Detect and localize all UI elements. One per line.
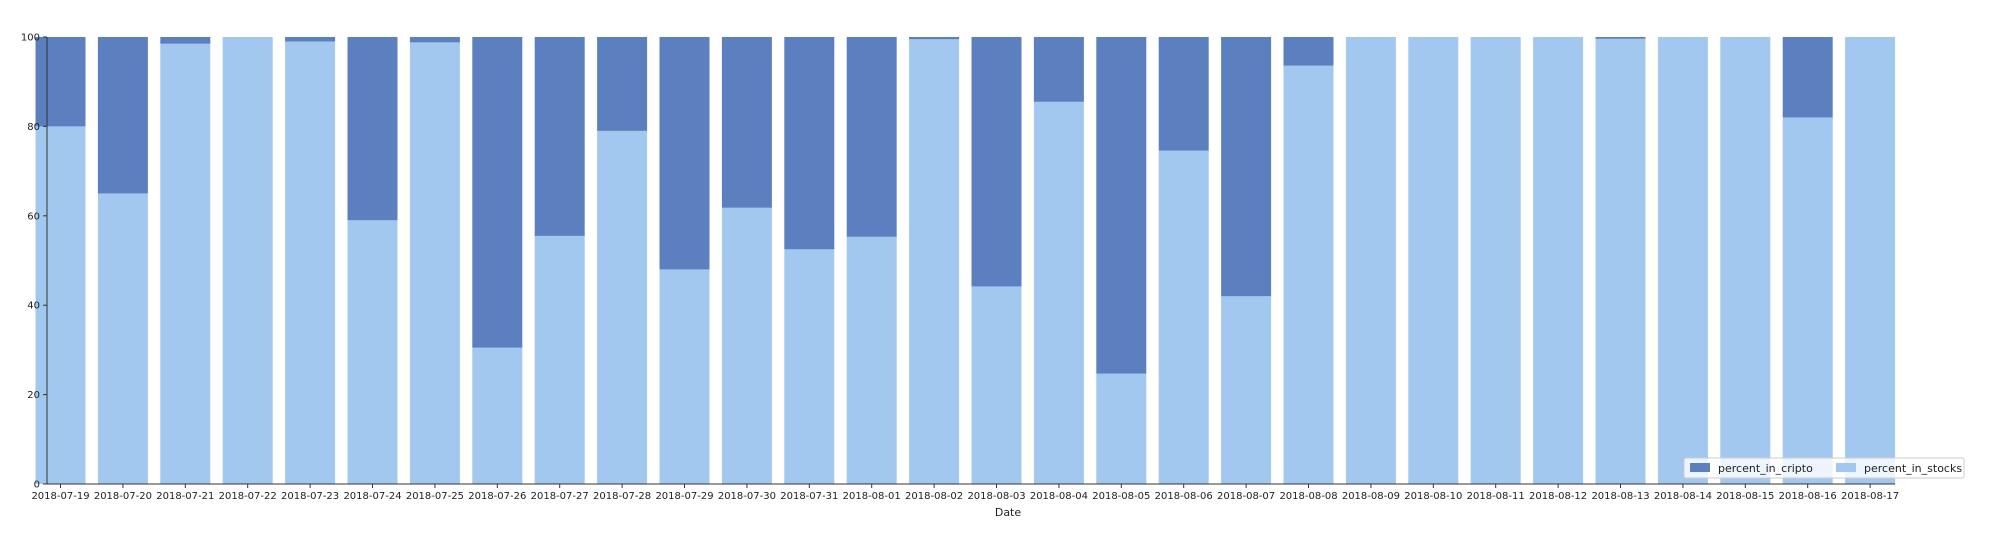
bar-stocks-2018-08-05 <box>1096 373 1147 484</box>
bar-cripto-2018-07-30 <box>721 37 772 208</box>
x-tick-label: 2018-08-14 <box>1654 491 1712 502</box>
bar-cripto-2018-07-26 <box>472 37 523 348</box>
y-tick-label: 0 <box>34 480 40 491</box>
x-tick-label: 2018-07-23 <box>281 491 339 502</box>
x-tick-label: 2018-07-20 <box>94 491 152 502</box>
x-tick-label: 2018-08-03 <box>967 491 1025 502</box>
bar-stocks-2018-07-27 <box>534 235 585 484</box>
bar-stocks-2018-08-10 <box>1408 37 1459 484</box>
bar-stocks-2018-08-14 <box>1657 37 1708 484</box>
bar-stocks-2018-08-09 <box>1345 37 1396 484</box>
y-tick-label: 100 <box>21 33 40 44</box>
bar-cripto-2018-08-07 <box>1221 37 1272 297</box>
legend-box <box>1683 457 1965 479</box>
x-tick-label: 2018-08-09 <box>1342 491 1400 502</box>
bar-cripto-2018-07-23 <box>285 37 336 42</box>
bar-cripto-2018-08-04 <box>1033 37 1084 102</box>
x-tick-label: 2018-07-21 <box>156 491 214 502</box>
x-tick-label: 2018-08-05 <box>1092 491 1150 502</box>
x-tick-label: 2018-08-08 <box>1279 491 1337 502</box>
bar-cripto-2018-08-13 <box>1595 37 1646 39</box>
bar-stocks-2018-08-15 <box>1720 37 1771 484</box>
x-tick-label: 2018-08-07 <box>1217 491 1275 502</box>
x-tick-label: 2018-07-24 <box>343 491 401 502</box>
bar-cripto-2018-08-01 <box>846 37 897 237</box>
axes-layer: 2018-07-19 2018-07-20 2018-07-21 2018-07-22… <box>21 33 1899 503</box>
bar-stocks-2018-08-11 <box>1470 37 1521 484</box>
x-tick-label: 2018-07-26 <box>468 491 526 502</box>
bar-stocks-2018-07-29 <box>659 269 710 484</box>
bar-cripto-2018-07-25 <box>409 37 460 43</box>
y-tick-label: 60 <box>27 211 40 222</box>
bar-cripto-2018-07-21 <box>160 37 211 44</box>
bar-stocks-2018-07-31 <box>784 249 835 484</box>
bar-cripto-2018-07-24 <box>347 37 398 221</box>
x-tick-label: 2018-07-25 <box>406 491 464 502</box>
bars-layer <box>35 37 1896 485</box>
bar-stocks-2018-07-21 <box>160 43 211 485</box>
bar-stocks-2018-08-07 <box>1221 296 1272 484</box>
bar-cripto-2018-08-02 <box>909 37 960 40</box>
x-tick-label: 2018-08-11 <box>1467 491 1525 502</box>
x-tick-label: 2018-08-10 <box>1404 491 1462 502</box>
bar-stocks-2018-07-26 <box>472 347 523 484</box>
bar-cripto-2018-07-31 <box>784 37 835 250</box>
x-tick-label: 2018-08-15 <box>1716 491 1774 502</box>
bar-cripto-2018-08-16 <box>1782 37 1833 118</box>
legend-label-cripto: percent_in_cripto <box>1718 462 1813 475</box>
x-tick-label: 2018-07-22 <box>219 491 277 502</box>
bar-stocks-2018-07-30 <box>721 207 772 484</box>
bar-stocks-2018-08-06 <box>1158 150 1209 484</box>
x-tick-label: 2018-07-28 <box>593 491 651 502</box>
bar-cripto-2018-07-20 <box>97 37 148 194</box>
x-tick-label: 2018-07-29 <box>655 491 713 502</box>
bar-cripto-2018-08-08 <box>1283 37 1334 66</box>
bar-stocks-2018-08-03 <box>971 286 1022 484</box>
bar-stocks-2018-07-24 <box>347 220 398 484</box>
x-tick-label: 2018-08-13 <box>1591 491 1649 502</box>
legend-swatch-stocks <box>1836 463 1856 472</box>
y-tick-label: 20 <box>27 390 40 401</box>
x-tick-label: 2018-08-01 <box>843 491 901 502</box>
x-tick-label: 2018-08-02 <box>905 491 963 502</box>
bar-stocks-2018-08-12 <box>1533 37 1584 484</box>
y-tick-label: 40 <box>27 301 40 312</box>
bar-stocks-2018-07-23 <box>285 41 336 484</box>
legend-swatch-cripto <box>1690 463 1710 472</box>
y-tick-label: 80 <box>27 122 40 133</box>
x-tick-label: 2018-08-06 <box>1155 491 1213 502</box>
bar-stocks-2018-07-25 <box>409 42 460 484</box>
bar-stocks-2018-08-02 <box>909 39 960 485</box>
bar-cripto-2018-07-19 <box>35 37 86 127</box>
legend: percent_in_cripto percent_in_stocks <box>1683 457 1965 479</box>
legend-label-stocks: percent_in_stocks <box>1864 462 1962 475</box>
bar-cripto-2018-07-28 <box>597 37 648 131</box>
bar-stocks-2018-08-04 <box>1033 101 1084 484</box>
x-tick-label: 2018-08-17 <box>1841 491 1899 502</box>
bar-stocks-2018-08-16 <box>1782 117 1833 485</box>
bar-stocks-2018-08-17 <box>1845 37 1896 484</box>
x-tick-label: 2018-07-19 <box>31 491 89 502</box>
x-axis-title: Date <box>995 506 1022 519</box>
bar-stocks-2018-08-08 <box>1283 65 1334 484</box>
x-tick-label: 2018-07-27 <box>531 491 589 502</box>
bar-stocks-2018-07-20 <box>97 193 148 484</box>
bar-cripto-2018-08-03 <box>971 37 1022 287</box>
x-tick-label: 2018-07-31 <box>780 491 838 502</box>
bar-cripto-2018-08-05 <box>1096 37 1147 374</box>
bar-stocks-2018-08-13 <box>1595 38 1646 485</box>
bar-stocks-2018-08-01 <box>846 236 897 484</box>
bar-cripto-2018-08-06 <box>1158 37 1209 151</box>
x-tick-label: 2018-08-12 <box>1529 491 1587 502</box>
bar-cripto-2018-07-29 <box>659 37 710 270</box>
x-tick-label: 2018-07-30 <box>718 491 776 502</box>
bar-cripto-2018-07-27 <box>534 37 585 236</box>
bar-stocks-2018-07-22 <box>222 37 273 484</box>
x-tick-label: 2018-08-04 <box>1030 491 1088 502</box>
bar-stocks-2018-07-28 <box>597 130 648 484</box>
x-tick-label: 2018-08-16 <box>1779 491 1837 502</box>
